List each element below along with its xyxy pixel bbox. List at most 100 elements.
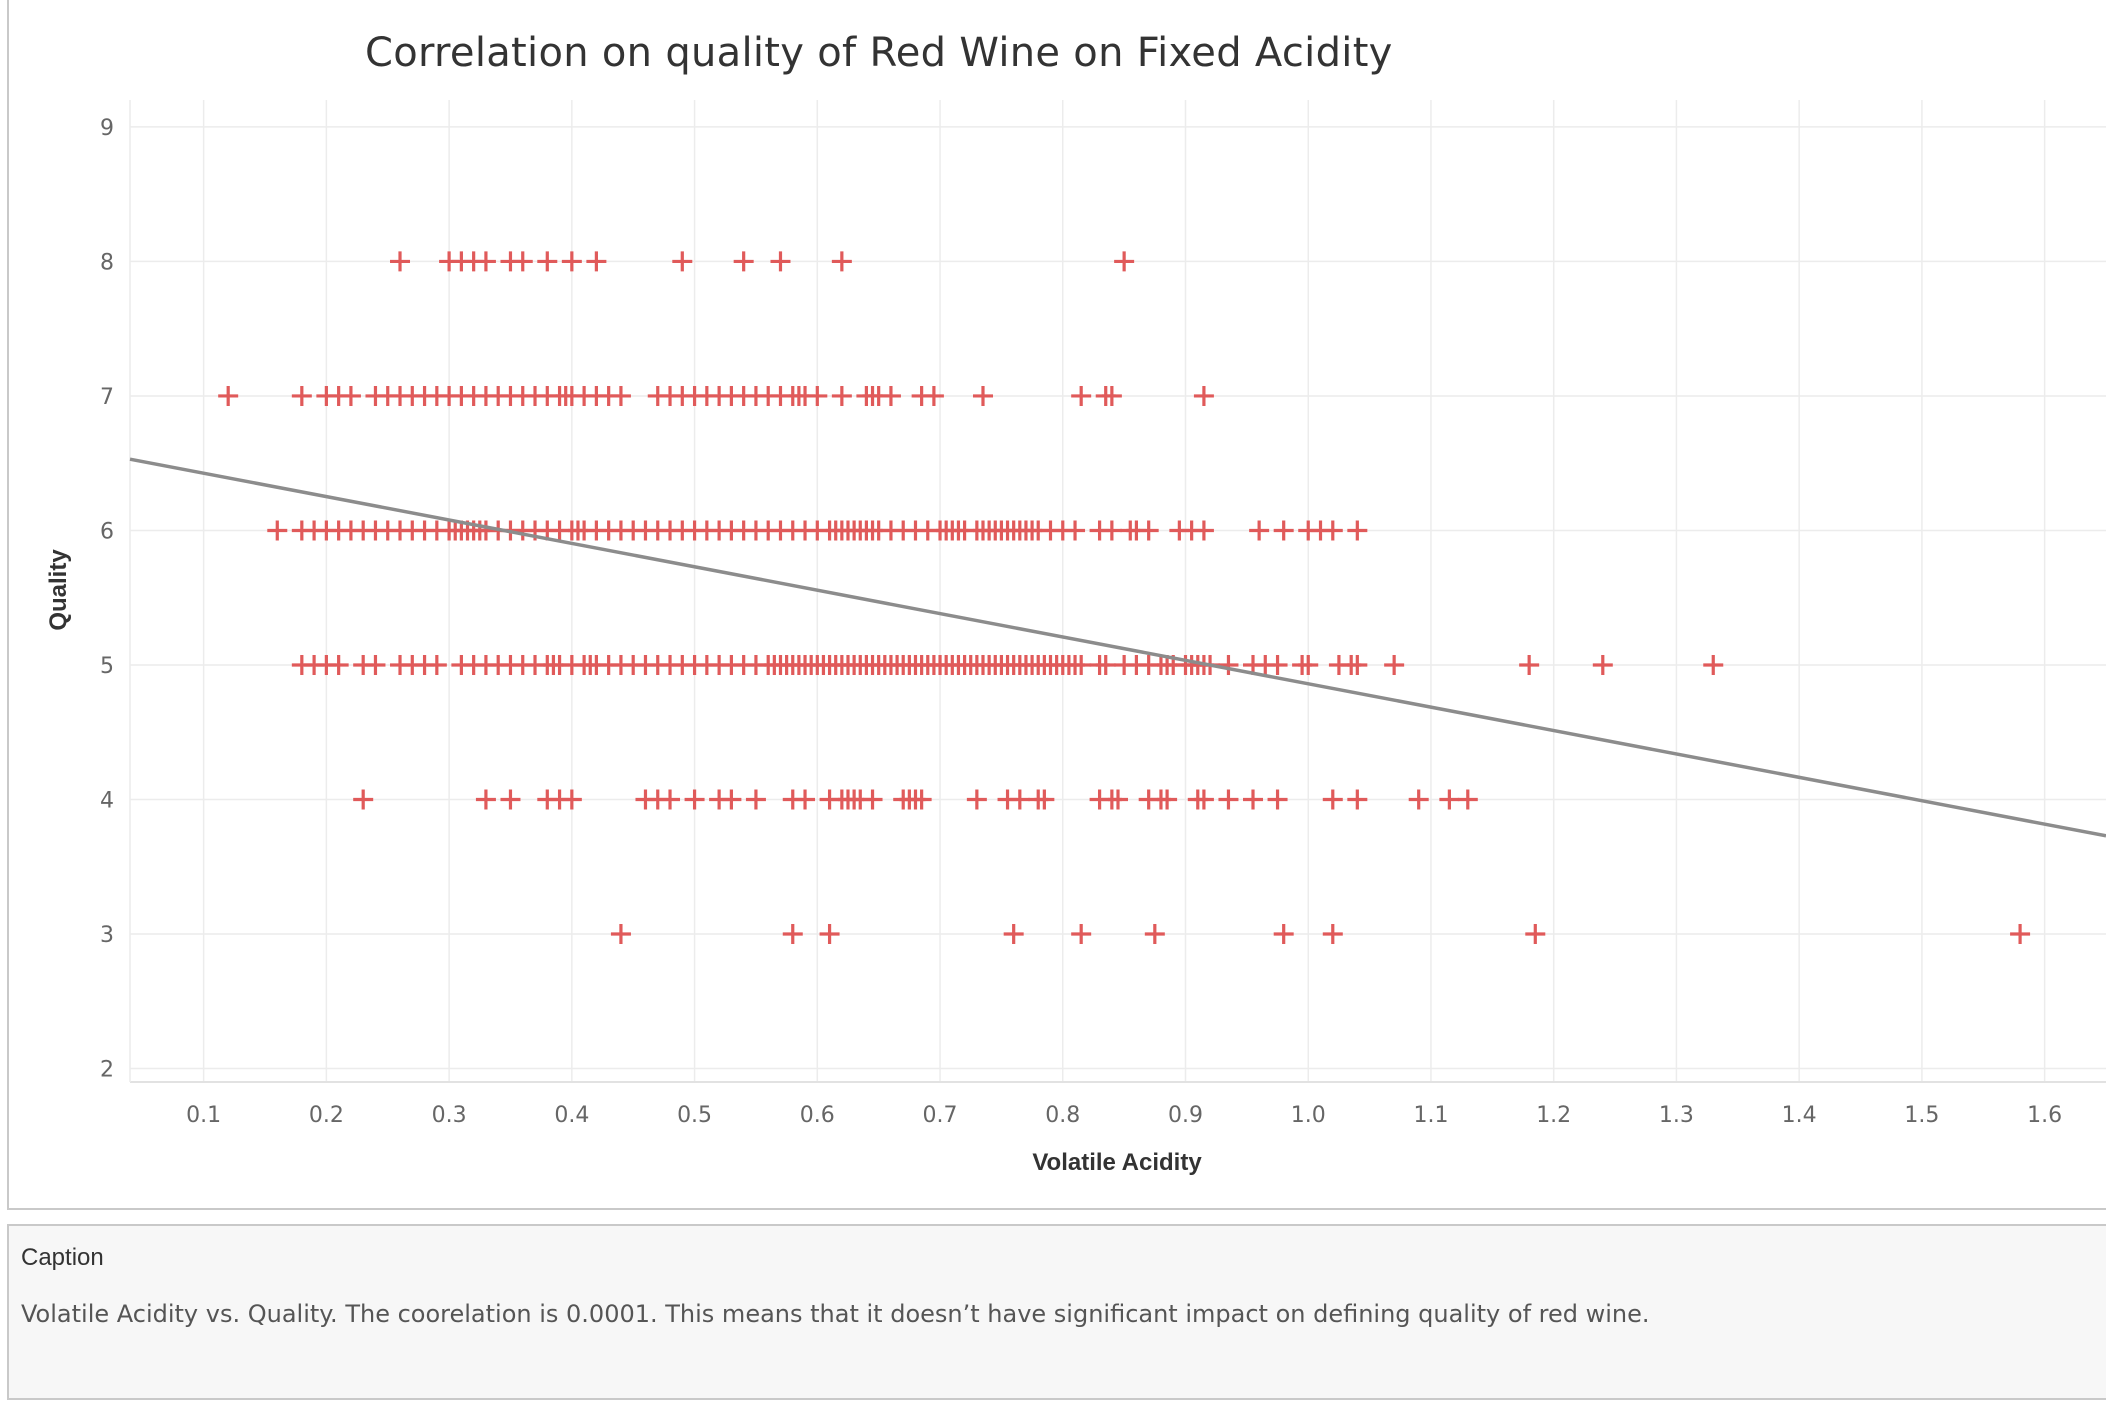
data-point — [1138, 520, 1159, 541]
y-tick-label: 4 — [100, 789, 114, 814]
data-point — [1347, 789, 1368, 810]
grid-lines — [129, 100, 2106, 1083]
data-point — [1108, 789, 1128, 810]
data-point — [1525, 924, 1546, 945]
data-point — [966, 789, 987, 810]
x-tick-label: 1.6 — [2027, 1103, 2062, 1128]
data-point — [1034, 789, 1055, 810]
data-point — [733, 251, 754, 272]
data-point — [923, 385, 944, 406]
data-point — [1193, 520, 1214, 541]
data-point — [684, 789, 705, 810]
data-point — [1071, 385, 1092, 406]
data-point — [795, 789, 816, 810]
data-point — [500, 789, 521, 810]
x-tick-label: 0.8 — [1045, 1103, 1080, 1128]
data-point — [819, 924, 840, 945]
data-point — [218, 385, 239, 406]
caption-panel: Caption Volatile Acidity vs. Quality. Th… — [7, 1224, 2106, 1400]
data-points — [218, 251, 2031, 945]
data-point — [672, 251, 693, 272]
data-point — [1249, 520, 1270, 541]
y-tick-label: 7 — [100, 385, 114, 410]
x-tick-label: 0.5 — [677, 1103, 712, 1128]
data-point — [1439, 789, 1460, 810]
x-tick-label: 0.7 — [923, 1103, 958, 1128]
y-tick-label: 9 — [100, 116, 114, 141]
data-point — [267, 520, 288, 541]
scatter-plot: 0.1 0.2 0.3 0.4 0.5 0.6 0.7 0.8 0.9 1.0 1.1 1.2 1.3 1… — [45, 100, 2106, 1176]
data-point — [1273, 520, 1294, 541]
x-axis-ticks: 0.1 0.2 0.3 0.4 0.5 0.6 0.7 0.8 0.9 1.0 1.1 1.2 1.3 1… — [186, 1103, 2062, 1128]
x-tick-label: 0.3 — [432, 1103, 467, 1128]
data-point — [561, 789, 582, 810]
data-point — [586, 251, 607, 272]
x-tick-label: 1.5 — [1904, 1103, 1939, 1128]
data-point — [831, 385, 852, 406]
x-tick-label: 0.4 — [554, 1103, 589, 1128]
data-point — [1065, 520, 1086, 541]
data-point — [1384, 654, 1405, 675]
data-point — [390, 251, 411, 272]
caption-text: Volatile Acidity vs. Quality. The coorel… — [21, 1300, 1650, 1328]
data-point — [291, 385, 312, 406]
data-point — [1009, 789, 1030, 810]
data-point — [1322, 789, 1343, 810]
data-point — [1298, 654, 1319, 675]
x-tick-label: 1.1 — [1413, 1103, 1448, 1128]
data-point — [660, 789, 681, 810]
y-axis-ticks: 2 3 4 5 6 7 8 9 — [100, 116, 114, 1083]
data-point — [1071, 654, 1092, 675]
data-point — [1003, 924, 1024, 945]
x-tick-label: 0.9 — [1168, 1103, 1203, 1128]
chart-panel — [7, 0, 2106, 1210]
data-point — [1095, 654, 1116, 675]
x-tick-label: 1.2 — [1536, 1103, 1571, 1128]
caption-title: Caption — [21, 1244, 104, 1271]
data-point — [1243, 789, 1264, 810]
data-point — [1157, 789, 1178, 810]
data-point — [1592, 654, 1613, 675]
data-point — [1347, 520, 1368, 541]
data-point — [328, 654, 349, 675]
data-point — [1322, 924, 1343, 945]
y-tick-label: 8 — [100, 250, 114, 275]
data-point — [2010, 924, 2031, 945]
data-point — [1322, 520, 1343, 541]
y-tick-label: 2 — [100, 1058, 114, 1083]
trend-line-group — [129, 457, 2106, 838]
data-point — [1347, 654, 1368, 675]
data-point — [475, 789, 496, 810]
chart-title: Correlation on quality of Red Wine on Fi… — [365, 30, 1393, 76]
data-point — [1101, 520, 1122, 541]
data-point — [610, 924, 631, 945]
data-point — [537, 251, 558, 272]
x-tick-label: 0.1 — [186, 1103, 221, 1128]
data-point — [365, 654, 386, 675]
data-point — [807, 385, 828, 406]
data-point — [475, 251, 496, 272]
data-point — [1193, 789, 1214, 810]
x-tick-label: 1.0 — [1291, 1103, 1326, 1128]
x-tick-label: 1.4 — [1782, 1103, 1817, 1128]
data-point — [745, 789, 766, 810]
data-point — [610, 385, 631, 406]
data-point — [831, 251, 852, 272]
x-tick-label: 1.3 — [1659, 1103, 1694, 1128]
data-point — [972, 385, 993, 406]
data-point — [1101, 385, 1122, 406]
data-point — [1273, 924, 1294, 945]
data-point — [1071, 924, 1092, 945]
x-tick-label: 0.2 — [309, 1103, 344, 1128]
data-point — [1144, 924, 1165, 945]
data-point — [1114, 251, 1135, 272]
data-point — [1218, 654, 1239, 675]
data-point — [1408, 789, 1429, 810]
x-axis-label: Volatile Acidity — [1032, 1149, 1202, 1176]
data-point — [1218, 789, 1239, 810]
data-point — [340, 385, 361, 406]
data-point — [561, 251, 582, 272]
data-point — [426, 654, 447, 675]
data-point — [512, 251, 533, 272]
data-point — [1193, 385, 1214, 406]
